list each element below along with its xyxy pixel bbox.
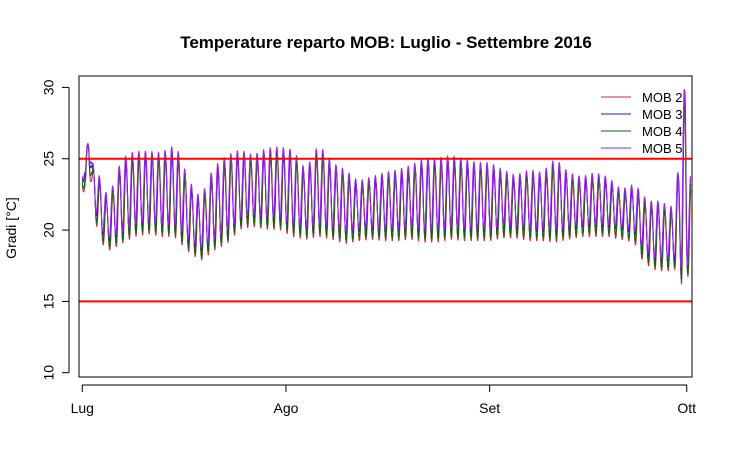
x-tick-label: Lug: [71, 400, 94, 416]
series-line-3: [81, 90, 692, 280]
y-tick-label: 20: [41, 222, 57, 238]
legend-entry: MOB 3: [642, 107, 682, 122]
x-axis: Lug Ago Set Ott: [71, 384, 696, 416]
x-tick-label: Set: [479, 400, 500, 416]
y-axis: 10 15 20 25 30: [41, 79, 70, 381]
y-tick-label: 15: [41, 293, 57, 309]
plot-frame: [78, 75, 693, 378]
x-tick-label: Ago: [274, 400, 299, 416]
x-tick-label: Ott: [677, 400, 696, 416]
chart-title: Temperature reparto MOB: Luglio - Settem…: [180, 33, 592, 52]
legend-entry: MOB 4: [642, 124, 682, 139]
series-line-4: [81, 89, 692, 269]
reference-lines: [79, 157, 692, 303]
y-axis-label: Gradi [°C]: [3, 197, 19, 259]
y-tick-label: 10: [41, 365, 57, 381]
legend-entry: MOB 2: [642, 90, 682, 105]
series-layer: [81, 89, 692, 285]
legend: MOB 2 MOB 3 MOB 4 MOB 5: [601, 90, 682, 156]
y-tick-label: 30: [41, 79, 57, 95]
y-tick-label: 25: [41, 151, 57, 167]
legend-entry: MOB 5: [642, 141, 682, 156]
